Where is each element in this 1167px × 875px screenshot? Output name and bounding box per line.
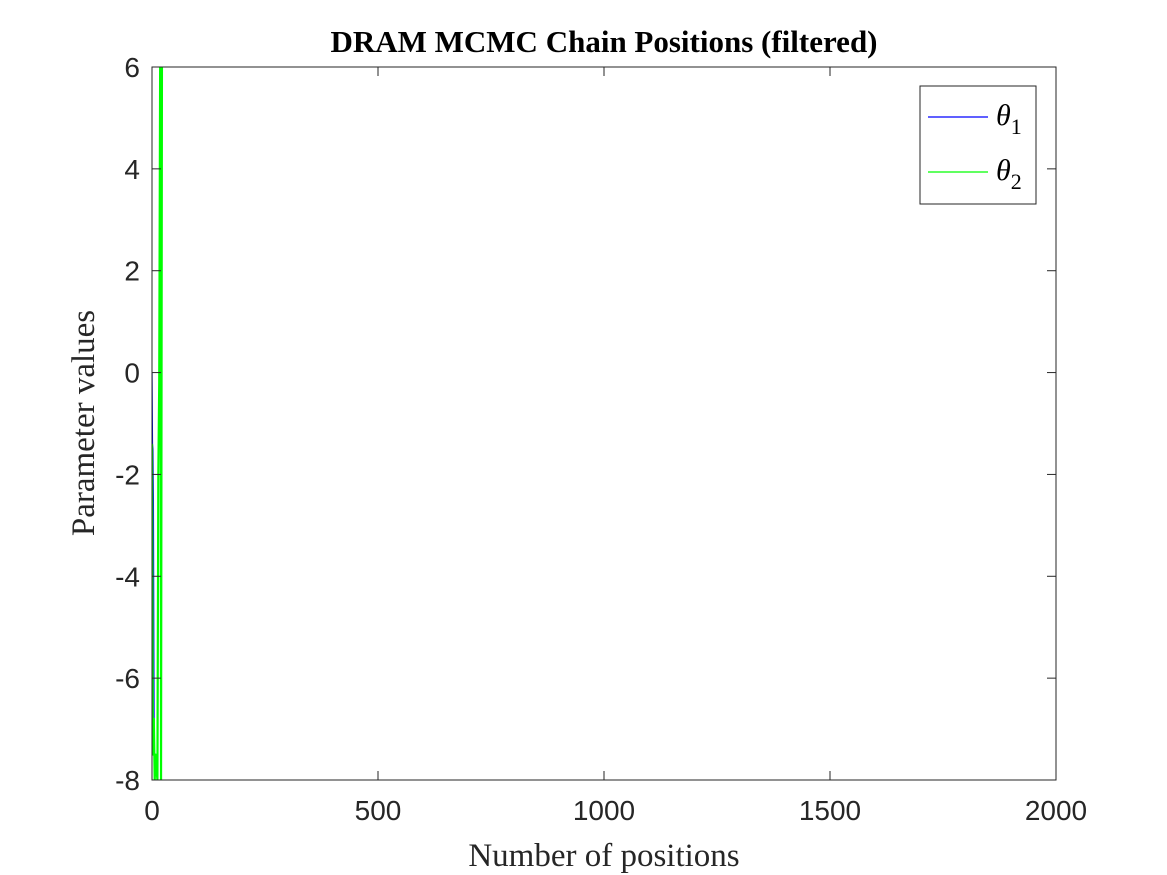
y-tick-label: -6 [115, 663, 140, 694]
legend-subscript-theta1: 1 [1011, 114, 1022, 139]
y-tick-label: 2 [124, 256, 140, 287]
x-tick-label: 2000 [1025, 795, 1087, 826]
plot-area [152, 67, 1056, 780]
y-tick-label: 4 [124, 154, 140, 185]
y-tick-label: -2 [115, 459, 140, 490]
x-tick-label: 1000 [573, 795, 635, 826]
ticks-layer: 0 500 1000 1500 2000 6 4 2 0 -2 -4 -6 -8 [115, 52, 1087, 826]
legend-symbol-theta1: θ [996, 99, 1011, 132]
legend-box [919, 85, 1037, 205]
x-axis-label: Number of positions [468, 838, 739, 874]
y-tick-label: 6 [124, 52, 140, 83]
legend: θ1 θ2 [919, 85, 1037, 205]
x-tick-label: 500 [355, 795, 402, 826]
legend-subscript-theta2: 2 [1011, 169, 1022, 194]
x-tick-label: 0 [144, 795, 160, 826]
chart-title: DRAM MCMC Chain Positions (filtered) [330, 24, 877, 59]
y-axis-label: Parameter values [66, 310, 102, 536]
legend-entry-theta1: θ1 [996, 99, 1022, 139]
x-tick-label: 1500 [799, 795, 861, 826]
series-line-theta2 [152, 67, 164, 780]
y-tick-label: -4 [115, 561, 140, 592]
y-tick-label: 0 [124, 358, 140, 389]
legend-entry-theta2: θ2 [996, 154, 1022, 194]
legend-symbol-theta2: θ [996, 154, 1011, 187]
y-tick-label: -8 [115, 765, 140, 796]
